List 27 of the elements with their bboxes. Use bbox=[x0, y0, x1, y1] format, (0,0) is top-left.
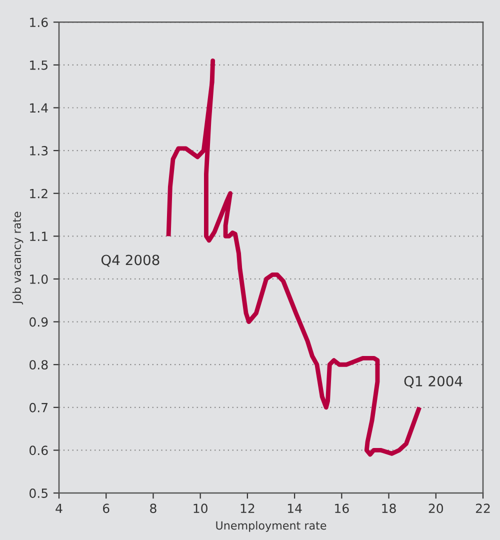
x-tick-label: 4 bbox=[56, 504, 62, 513]
y-tick-label: 1.4 bbox=[30, 103, 48, 113]
x-axis-title: Unemployment rate bbox=[216, 521, 326, 532]
y-tick-label: 0.6 bbox=[30, 446, 48, 456]
line-series bbox=[166, 58, 422, 457]
x-tick-label: 8 bbox=[150, 504, 156, 514]
annotation: Q1 2004 bbox=[404, 376, 462, 388]
x-tick-label: 22 bbox=[476, 504, 490, 513]
y-tick-label: 1.2 bbox=[30, 188, 48, 198]
y-tick-label: 1.1 bbox=[30, 232, 48, 241]
y-tick-label: 0.7 bbox=[30, 402, 48, 412]
y-tick-label: 0.9 bbox=[30, 317, 48, 327]
y-tick-label: 1.0 bbox=[30, 274, 48, 284]
y-tick-label: 0.5 bbox=[30, 488, 48, 498]
x-tick-label: 20 bbox=[428, 504, 444, 514]
y-axis-title: Job vacancy rate bbox=[12, 212, 24, 305]
x-tick-label: 10 bbox=[194, 504, 208, 514]
y-tick-label: 1.3 bbox=[30, 146, 48, 156]
x-tick-label: 18 bbox=[382, 504, 396, 514]
x-tick-label: 16 bbox=[335, 504, 349, 514]
y-tick-label: 1.6 bbox=[30, 18, 48, 28]
y-tick-label: 0.8 bbox=[30, 360, 48, 370]
annotation: Q4 2008 bbox=[101, 254, 160, 267]
y-tick-label: 1.5 bbox=[30, 60, 48, 70]
x-tick-label: 14 bbox=[288, 504, 302, 513]
x-tick-label: 12 bbox=[240, 504, 254, 513]
x-tick-label: 6 bbox=[103, 504, 110, 514]
